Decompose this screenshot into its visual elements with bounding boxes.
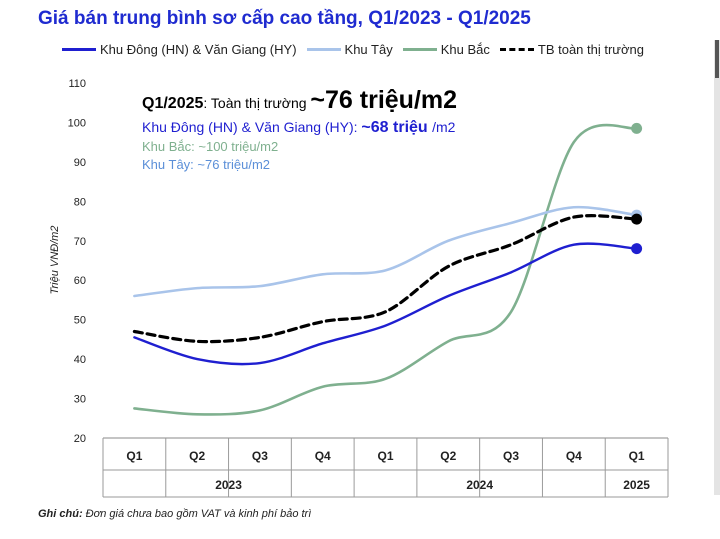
series-line-khu-t-y	[133, 205, 638, 298]
series-endpoint-tb-to-n-th-tr-ng	[631, 213, 643, 225]
annotation-east-unit: /m2	[432, 119, 456, 135]
series-line-tb-to-n-th-tr-ng	[132, 214, 639, 344]
legend-label: TB toàn thị trường	[537, 42, 644, 57]
annotation-total-label: Q1/2025	[142, 95, 204, 112]
y-tick-label: 80	[74, 196, 86, 208]
x-tick-label: Q1	[377, 449, 393, 463]
legend-item: Khu Bắc	[402, 42, 490, 57]
legend-item: TB toàn thị trường	[499, 42, 644, 57]
window-edge-scrollbar[interactable]	[714, 40, 720, 495]
annotation-east-label: Khu Đông (HN) & Văn Giang (HY):	[142, 119, 362, 135]
chart-legend: Khu Đông (HN) & Văn Giang (HY) Khu Tây Khu…	[62, 42, 654, 57]
x-tick-label: Q1	[126, 449, 142, 463]
x-tick-label: Q2	[189, 449, 205, 463]
legend-label: Khu Đông (HN) & Văn Giang (HY)	[100, 42, 297, 57]
legend-swatch	[499, 48, 534, 51]
series-line-khu-b-c	[133, 123, 638, 416]
y-axis-title: Triệu VNĐ/m2	[49, 226, 61, 295]
y-tick-label: 100	[68, 117, 86, 129]
annotation-total-value: ~76 triệu/m2	[310, 86, 458, 114]
chart-title: Giá bán trung bình sơ cấp cao tầng, Q1/2…	[38, 8, 531, 29]
annotation-north: Khu Bắc: ~100 triệu/m2	[142, 139, 279, 154]
legend-label: Khu Tây	[344, 42, 393, 57]
year-label: 2025	[623, 478, 650, 492]
y-tick-label: 40	[74, 354, 86, 366]
series-endpoint-khu-b-c	[631, 122, 643, 134]
year-label: 2024	[466, 478, 493, 492]
legend-item: Khu Đông (HN) & Văn Giang (HY)	[62, 42, 297, 57]
legend-item: Khu Tây	[306, 42, 393, 57]
x-tick-label: Q3	[503, 449, 519, 463]
y-tick-label: 50	[74, 315, 86, 327]
y-tick-label: 70	[74, 236, 86, 248]
y-tick-label: 110	[68, 78, 86, 90]
footnote: Ghi chú: Đơn giá chưa bao gồm VAT và kin…	[38, 508, 311, 520]
series-endpoint-khu-ng-hn-v-n-giang-hy-	[631, 243, 643, 255]
annotation-west: Khu Tây: ~76 triệu/m2	[142, 157, 271, 172]
annotation-east: Khu Đông (HN) & Văn Giang (HY): ~68 triệ…	[142, 119, 455, 137]
annotation-total-text: : Toàn thị trường	[203, 95, 311, 111]
legend-label: Khu Bắc	[440, 42, 490, 57]
y-tick-label: 30	[74, 394, 86, 406]
footnote-text: Đơn giá chưa bao gồm VAT và kinh phí bảo…	[82, 508, 312, 520]
scrollbar-thumb[interactable]	[715, 40, 719, 78]
legend-swatch	[62, 48, 96, 51]
x-tick-label: Q2	[440, 449, 456, 463]
year-label: 2023	[215, 478, 242, 492]
x-tick-label: Q1	[629, 449, 645, 463]
legend-swatch	[402, 48, 437, 51]
x-tick-label: Q4	[566, 449, 582, 463]
y-tick-label: 90	[74, 157, 86, 169]
legend-swatch	[306, 48, 341, 51]
y-tick-label: 60	[74, 275, 86, 287]
annotation-east-value: ~68 triệu	[361, 119, 433, 136]
x-tick-label: Q4	[315, 449, 331, 463]
annotation-total: Q1/2025: Toàn thị trường ~76 triệu/m2	[142, 86, 457, 115]
series-line-khu-ng-hn-v-n-giang-hy-	[133, 242, 638, 366]
y-tick-label: 20	[74, 433, 86, 445]
footnote-label: Ghi chú:	[38, 508, 83, 520]
x-tick-label: Q3	[252, 449, 268, 463]
